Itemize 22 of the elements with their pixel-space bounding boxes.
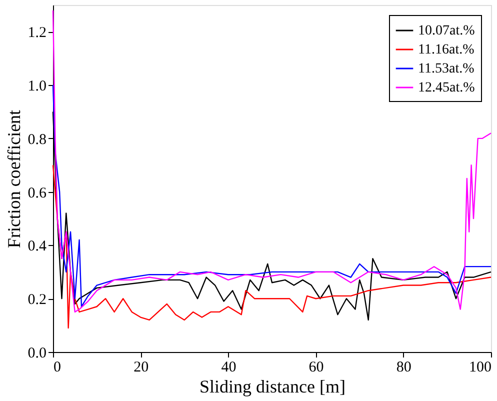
y-axis-title: Friction coefficient (4, 110, 24, 248)
y-tick-label: 0.4 (28, 238, 47, 255)
legend-label: 12.45at.% (418, 80, 476, 96)
x-tick-label: 20 (134, 360, 149, 376)
y-tick-label: 0.6 (28, 185, 47, 202)
legend-label: 10.07at.% (418, 24, 476, 38)
y-tick-label: 0.8 (28, 132, 46, 148)
x-tick-label: 60 (308, 360, 324, 376)
x-axis-title: Sliding distance [m] (200, 376, 346, 396)
y-tick-label: 1.2 (28, 25, 46, 42)
line-series (52, 84, 492, 308)
x-tick-label: 100 (469, 360, 492, 376)
legend-label: 11.16at.% (418, 42, 475, 58)
x-tick-label: 0 (54, 360, 61, 376)
line-series (52, 10, 492, 313)
legend-label: 11.53at.% (418, 62, 475, 76)
x-tick-label: 80 (396, 360, 412, 376)
y-tick-label: 0.2 (28, 292, 46, 308)
x-tick-label: 40 (221, 360, 236, 376)
line-series (52, 164, 492, 329)
y-tick-label: 1.0 (28, 78, 46, 95)
y-tick-label: 0.0 (28, 346, 46, 362)
